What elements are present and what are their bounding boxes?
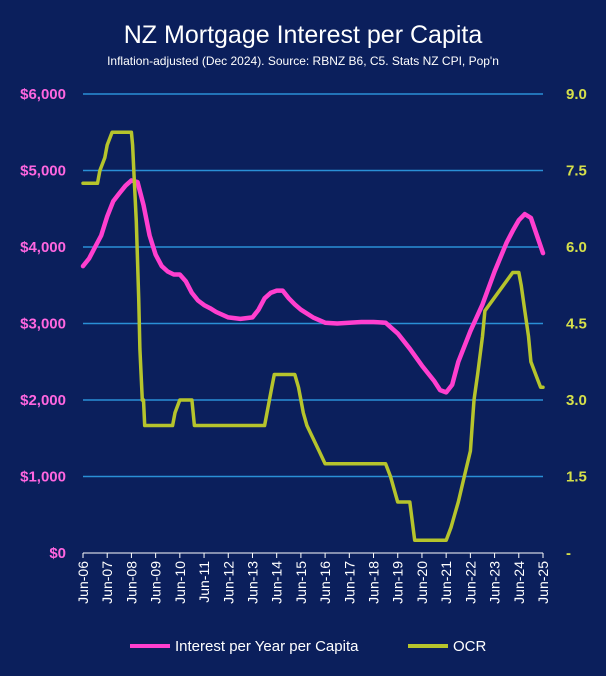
x-tick-label: Jun-19 bbox=[390, 561, 406, 604]
x-tick-label: Jun-13 bbox=[244, 561, 260, 604]
left-axis: $0 $1,000 $2,000 $3,000 $4,000 $5,000 $6,000 bbox=[20, 86, 66, 562]
right-tick-label: 7.5 bbox=[566, 163, 587, 180]
legend-label-ocr: OCR bbox=[453, 638, 487, 655]
left-tick-label: $6,000 bbox=[20, 86, 66, 103]
x-tick-label: Jun-22 bbox=[462, 561, 478, 604]
left-tick-label: $2,000 bbox=[20, 392, 66, 409]
right-tick-label: 4.5 bbox=[566, 316, 587, 333]
x-tick-label: Jun-23 bbox=[487, 561, 503, 604]
x-tick-label: Jun-17 bbox=[341, 561, 357, 604]
legend-label-interest: Interest per Year per Capita bbox=[175, 638, 359, 655]
left-tick-label: $3,000 bbox=[20, 316, 66, 333]
x-tick-label: Jun-18 bbox=[366, 561, 382, 604]
x-tick-label: Jun-06 bbox=[75, 561, 91, 604]
interest-per-capita-line bbox=[80, 178, 546, 395]
left-tick-label: $4,000 bbox=[20, 239, 66, 256]
x-tick-label: Jun-09 bbox=[148, 561, 164, 604]
legend: Interest per Year per Capita OCR bbox=[130, 638, 487, 655]
left-tick-label: $0 bbox=[49, 545, 66, 562]
x-tick-label: Jun-07 bbox=[99, 561, 115, 604]
series-layer bbox=[80, 130, 546, 543]
x-tick-label: Jun-14 bbox=[269, 561, 285, 604]
x-tick-label: Jun-25 bbox=[535, 561, 551, 604]
x-tick-label: Jun-16 bbox=[317, 561, 333, 604]
right-tick-label: - bbox=[566, 545, 571, 562]
chart-title: NZ Mortgage Interest per Capita bbox=[124, 21, 483, 49]
right-axis: - 1.5 3.0 4.5 6.0 7.5 9.0 bbox=[566, 86, 587, 562]
left-tick-label: $1,000 bbox=[20, 469, 66, 486]
chart-subtitle: Inflation-adjusted (Dec 2024). Source: R… bbox=[107, 54, 499, 68]
right-tick-label: 3.0 bbox=[566, 392, 587, 409]
x-tick-label: Jun-20 bbox=[414, 561, 430, 604]
x-tick-label: Jun-08 bbox=[123, 561, 139, 604]
right-tick-label: 1.5 bbox=[566, 469, 587, 486]
x-tick-label: Jun-10 bbox=[172, 561, 188, 604]
x-tick-label: Jun-24 bbox=[511, 561, 527, 604]
gridlines bbox=[83, 93, 543, 478]
ocr-line bbox=[81, 130, 545, 543]
x-axis: Jun-06 Jun-07 Jun-08 Jun-09 Jun-10 Jun-11 Jun-… bbox=[75, 552, 551, 604]
x-tick-label: Jun-12 bbox=[220, 561, 236, 604]
left-tick-label: $5,000 bbox=[20, 163, 66, 180]
x-tick-label: Jun-21 bbox=[438, 561, 454, 604]
x-tick-label: Jun-11 bbox=[196, 561, 212, 603]
right-tick-label: 6.0 bbox=[566, 239, 587, 256]
x-tick-label: Jun-15 bbox=[293, 561, 309, 604]
right-tick-label: 9.0 bbox=[566, 86, 587, 103]
